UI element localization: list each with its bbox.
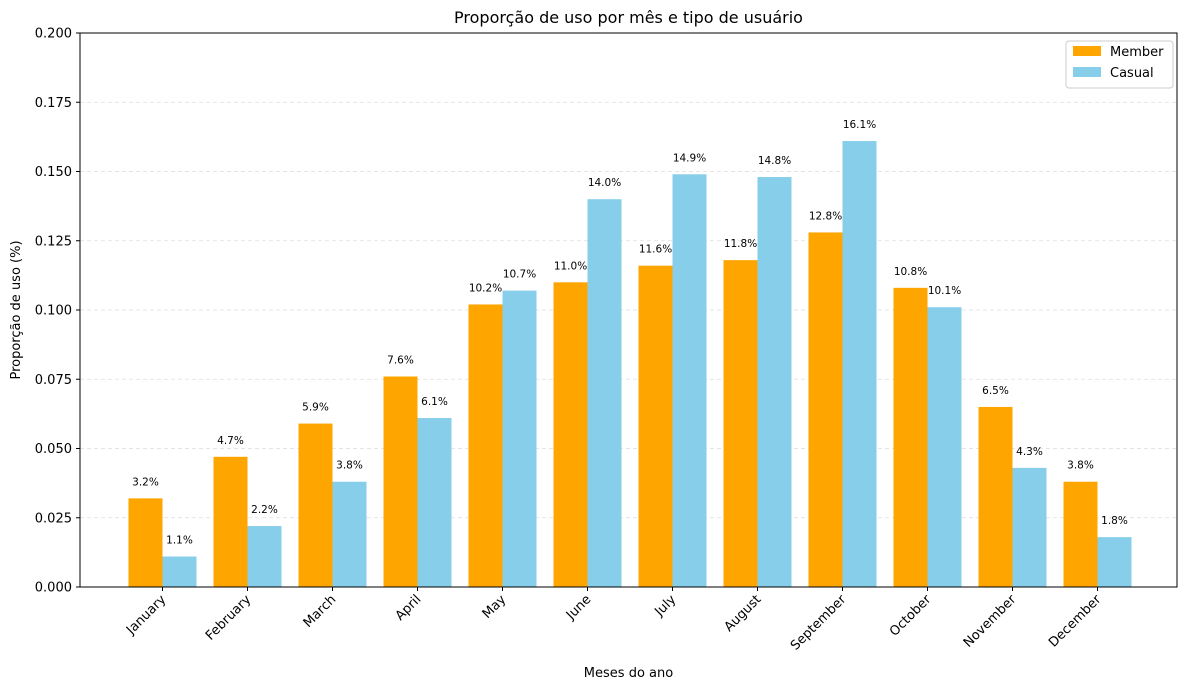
data-label: 5.9% — [302, 402, 329, 414]
data-label: 3.8% — [336, 460, 363, 472]
y-tick-label: 0.025 — [35, 511, 72, 526]
x-tick-label: May — [480, 592, 510, 622]
x-tick-label: March — [301, 592, 340, 631]
y-axis-label: Proporção de uso (%) — [9, 240, 24, 379]
chart-title: Proporção de uso por mês e tipo de usuár… — [454, 8, 803, 27]
x-tick-label: April — [393, 592, 425, 624]
y-tick-label: 0.075 — [35, 373, 72, 388]
data-label: 14.8% — [758, 155, 791, 167]
y-tick-label: 0.150 — [35, 165, 72, 180]
x-tick-label: October — [887, 592, 935, 640]
bar-casual — [502, 290, 537, 587]
bar-casual — [247, 526, 282, 587]
data-label: 10.7% — [503, 269, 536, 281]
x-tick-label: December — [1046, 592, 1105, 651]
bar-member — [298, 423, 333, 587]
data-label: 10.2% — [469, 282, 502, 294]
bar-member — [1063, 481, 1098, 587]
legend: Member Casual — [1065, 40, 1174, 89]
x-tick-label: January — [123, 592, 169, 638]
x-axis-ticks: January February March April May June July Augu… — [123, 587, 1105, 654]
grid-lines — [80, 101, 1177, 519]
data-label: 4.3% — [1016, 446, 1043, 458]
bar-member — [128, 498, 163, 587]
bar-member — [808, 232, 843, 587]
bar-member — [553, 282, 588, 587]
x-tick-label: July — [651, 592, 679, 620]
data-label: 11.8% — [724, 238, 757, 250]
data-labels: 3.2%1.1%4.7%2.2%5.9%3.8%7.6%6.1%10.2%10.… — [132, 119, 1128, 547]
y-tick-label: 0.200 — [35, 27, 72, 42]
y-tick-label: 0.050 — [35, 442, 72, 457]
data-label: 4.7% — [217, 435, 244, 447]
data-label: 12.8% — [809, 210, 842, 222]
bar-member — [213, 456, 248, 587]
y-tick-label: 0.000 — [35, 581, 72, 596]
bar-casual — [332, 481, 367, 587]
x-tick-label: February — [203, 592, 255, 644]
y-tick-label: 0.125 — [35, 234, 72, 249]
bars — [128, 141, 1132, 588]
data-label: 1.1% — [166, 535, 193, 547]
bar-casual — [162, 556, 197, 587]
bar-casual — [587, 199, 622, 587]
y-axis-ticks: 0.000 0.025 0.050 0.075 0.100 0.125 0.150 0.175… — [35, 27, 80, 596]
data-label: 3.8% — [1067, 460, 1094, 472]
bar-member — [468, 304, 503, 587]
y-tick-label: 0.100 — [35, 304, 72, 319]
data-label: 6.1% — [421, 396, 448, 408]
bar-member — [383, 376, 418, 587]
data-label: 7.6% — [387, 354, 414, 366]
bar-member — [723, 260, 758, 587]
bar-casual — [757, 177, 792, 588]
bar-casual — [1097, 537, 1132, 587]
x-axis-label: Meses do ano — [584, 666, 673, 681]
data-label: 6.5% — [982, 385, 1009, 397]
bar-member — [893, 287, 928, 587]
data-label: 3.2% — [132, 476, 159, 488]
x-tick-label: September — [788, 592, 850, 654]
data-label: 16.1% — [843, 119, 876, 131]
legend-swatch-casual — [1073, 67, 1101, 77]
x-tick-label: November — [961, 592, 1020, 651]
data-label: 11.0% — [554, 260, 587, 272]
legend-label-casual: Casual — [1110, 66, 1154, 81]
x-tick-label: June — [563, 592, 594, 623]
bar-casual — [1012, 467, 1047, 587]
legend-swatch-member — [1073, 46, 1101, 56]
data-label: 14.0% — [588, 177, 621, 189]
legend-label-member: Member — [1110, 45, 1164, 60]
data-label: 1.8% — [1101, 515, 1128, 527]
bar-casual — [842, 141, 877, 587]
data-label: 2.2% — [251, 504, 278, 516]
bar-casual — [417, 418, 452, 587]
bar-casual — [672, 174, 707, 587]
data-label: 10.8% — [894, 266, 927, 278]
bar-member — [978, 406, 1013, 587]
data-label: 11.6% — [639, 244, 672, 256]
data-label: 14.9% — [673, 152, 706, 164]
bar-casual — [927, 307, 962, 587]
y-tick-label: 0.175 — [35, 96, 72, 111]
x-tick-label: August — [722, 592, 765, 635]
bar-member — [638, 265, 673, 587]
data-label: 10.1% — [928, 285, 961, 297]
